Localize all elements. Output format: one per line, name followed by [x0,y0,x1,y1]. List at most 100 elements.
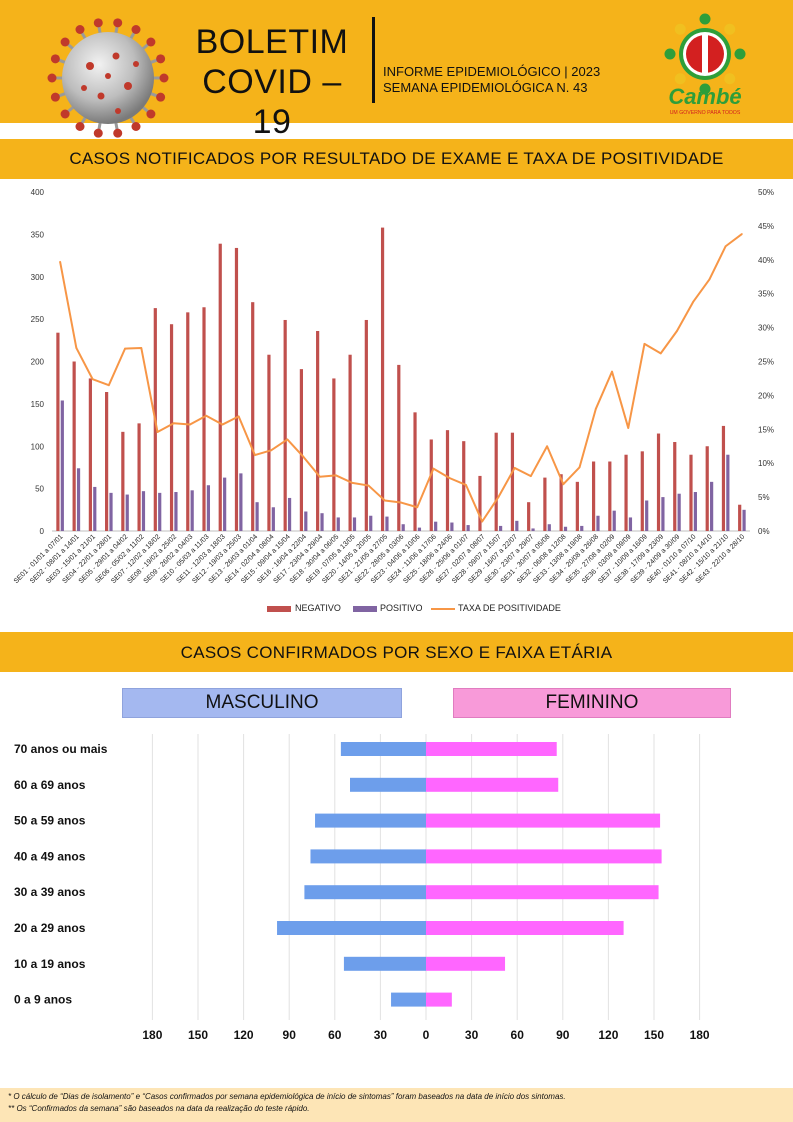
taxa-point [448,477,451,480]
virus-spike-tip [156,54,166,64]
bulletin-title-line1: BOLETIM [195,23,349,61]
positivo-bar [531,528,535,531]
x-tick-label: 150 [188,1028,208,1042]
negativo-bar [624,454,628,531]
legend-positivo-swatch [353,606,377,612]
negativo-bar [88,378,92,531]
positivo-bar [417,527,422,531]
negativo-bar [656,433,661,531]
negativo-bar [364,319,368,531]
x-tick-label: 120 [234,1028,254,1042]
taxa-point [594,408,597,410]
positivo-bar [206,485,211,531]
logo-figure [699,13,711,25]
age-group-label: 30 a 39 anos [14,885,86,899]
negativo-bar [559,474,563,531]
right-axis-tick-label: 0% [758,527,770,536]
virus-spike-tip [60,37,70,47]
positivo-bar [515,520,519,531]
report-info: INFORME EPIDEMIOLÓGICO | 2023 SEMANA EPI… [383,64,600,96]
negativo-bar [510,432,515,531]
negativo-bar [640,451,644,531]
taxa-point [237,415,240,418]
virus-spike-tip [93,18,103,28]
right-axis-tick-label: 5% [758,493,770,502]
negativo-bar [234,247,239,531]
x-tick-label: 120 [598,1028,618,1042]
taxa-point [740,233,743,235]
negativo-bar [575,481,579,531]
positivo-bar [434,521,438,531]
positivo-bar [158,492,162,531]
taxa-point [529,475,532,477]
negativo-bar [218,243,222,531]
negativo-bar [137,423,141,531]
female-bar [426,956,506,971]
positivo-bar [693,492,697,531]
positivo-bar [287,497,292,531]
positivo-bar [304,511,308,531]
male-bar [304,885,426,900]
negativo-bar [299,369,304,531]
taxa-point [302,456,305,458]
left-axis-tick-label: 300 [31,273,45,282]
logo-figure [724,73,736,85]
x-tick-label: 30 [374,1028,388,1042]
positivo-bar [369,515,373,531]
female-bar [426,777,559,792]
left-axis-tick-label: 400 [31,188,45,197]
virus-spike-tip [93,128,103,138]
age-group-label: 40 a 49 anos [14,849,86,863]
positivo-bar [223,477,227,531]
x-tick-label: 90 [556,1028,570,1042]
section2-title: CASOS CONFIRMADOS POR SEXO E FAIXA ETÁRI… [180,643,613,662]
x-tick-label: 0 [423,1028,430,1042]
right-axis-tick-label: 20% [758,391,774,400]
taxa-point [562,483,565,486]
negativo-bar [348,354,352,531]
left-axis-tick-label: 350 [31,230,45,239]
logo-figure [674,73,686,85]
logo-figure [734,48,746,60]
taxa-point [107,384,110,387]
female-bar [426,885,659,900]
positivo-bar [141,491,146,531]
left-axis-tick-label: 100 [31,442,45,451]
positivo-bar [109,492,113,531]
negativo-bar [429,439,433,531]
virus-spike-tip [75,121,85,131]
negativo-bar [251,302,255,531]
taxa-point [692,300,695,303]
positivo-bar [580,525,584,531]
positivo-bar [271,507,275,531]
negativo-bar [267,354,271,531]
positivo-bar [60,400,64,531]
logo-figure [674,23,686,35]
positivo-bar [710,481,714,531]
positivo-bar [547,524,551,531]
coronavirus-icon [47,18,169,138]
virus-spike-tip [75,25,85,35]
virus-spike-tip [50,92,60,102]
negativo-bar [591,461,596,531]
positivo-bar [190,490,194,531]
positivo-bar [93,486,97,531]
negativo-bar [316,330,320,531]
negativo-bar [169,324,174,531]
female-header: FEMININO [453,688,731,718]
negativo-bar [478,475,482,531]
virus-spike-tip [47,73,57,83]
legend-negativo-label: NEGATIVO [295,603,341,613]
male-bar [343,956,426,971]
taxa-point [335,474,337,477]
taxa-point [318,475,321,478]
negativo-bar [397,364,401,531]
section1-title: CASOS NOTIFICADOS POR RESULTADO DE EXAME… [69,149,724,168]
virus-spike-tip [146,37,156,47]
cambe-logo: Cambé UM GOVERNO PARA TODOS [664,13,746,116]
positivo-bar [320,513,324,531]
taxa-point [286,438,289,441]
negativo-bar [202,307,206,531]
age-group-label: 20 a 29 anos [14,921,86,935]
taxa-point [659,352,662,355]
